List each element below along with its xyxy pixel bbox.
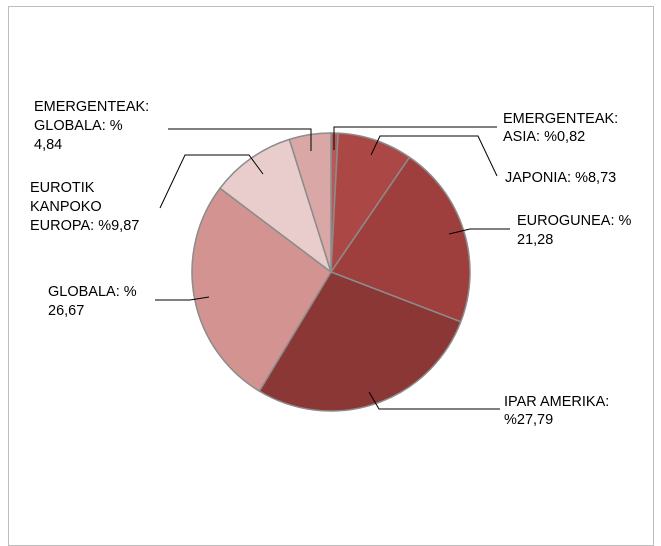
leader-line-3 bbox=[448, 228, 510, 235]
slice-label-6-line-2: KANPOKO bbox=[30, 199, 102, 215]
slice-label-3: EUROGUNEA: % 21,28 bbox=[517, 213, 632, 248]
slice-label-7-line-2: GLOBALA: % bbox=[34, 118, 123, 134]
pie-slice-5 bbox=[191, 187, 332, 392]
slice-label-7-line-1: EMERGENTEAK: bbox=[34, 99, 149, 115]
slice-label-1-line-1: EMERGENTEAK: bbox=[503, 111, 618, 127]
leader-line-6 bbox=[159, 154, 264, 209]
leader-line-2 bbox=[370, 135, 498, 177]
leader-line-5 bbox=[155, 296, 210, 301]
leader-line-7 bbox=[168, 128, 312, 151]
slice-label-7-line-3: 4,84 bbox=[34, 137, 62, 153]
pie-slice-7 bbox=[288, 132, 332, 273]
slice-label-6-line-3: EUROPA: %9,87 bbox=[30, 218, 139, 234]
slice-label-2-line-1: JAPONIA: %8,73 bbox=[505, 170, 616, 186]
leader-line-1 bbox=[333, 126, 497, 150]
slice-label-4-line-1: IPAR AMERIKA: bbox=[504, 394, 609, 410]
slice-label-3-line-2: 21,28 bbox=[517, 232, 553, 248]
slice-label-2: JAPONIA: %8,73 bbox=[505, 170, 616, 186]
pie-slices bbox=[191, 132, 471, 412]
leader-lines bbox=[155, 126, 510, 410]
slice-label-4: IPAR AMERIKA: %27,79 bbox=[504, 394, 609, 428]
slice-label-1-line-2: ASIA: %0,82 bbox=[503, 129, 585, 145]
slice-label-5-line-2: 26,67 bbox=[48, 303, 84, 319]
slice-label-3-line-1: EUROGUNEA: % bbox=[517, 213, 632, 229]
slice-label-4-line-2: %27,79 bbox=[504, 412, 553, 428]
slice-label-5-line-1: GLOBALA: % bbox=[48, 284, 137, 300]
slice-label-5: GLOBALA: % 26,67 bbox=[48, 284, 137, 319]
slice-label-1: EMERGENTEAK: ASIA: %0,82 bbox=[503, 111, 618, 145]
slice-label-6-line-1: EUROTIK bbox=[30, 180, 95, 196]
slice-label-7: EMERGENTEAK: GLOBALA: % 4,84 bbox=[34, 99, 149, 153]
slice-labels: EMERGENTEAK: ASIA: %0,82 JAPONIA: %8,73 EUR… bbox=[30, 99, 632, 428]
slice-label-6: EUROTIK KANPOKO EUROPA: %9,87 bbox=[30, 180, 139, 234]
leader-line-4 bbox=[368, 391, 500, 410]
